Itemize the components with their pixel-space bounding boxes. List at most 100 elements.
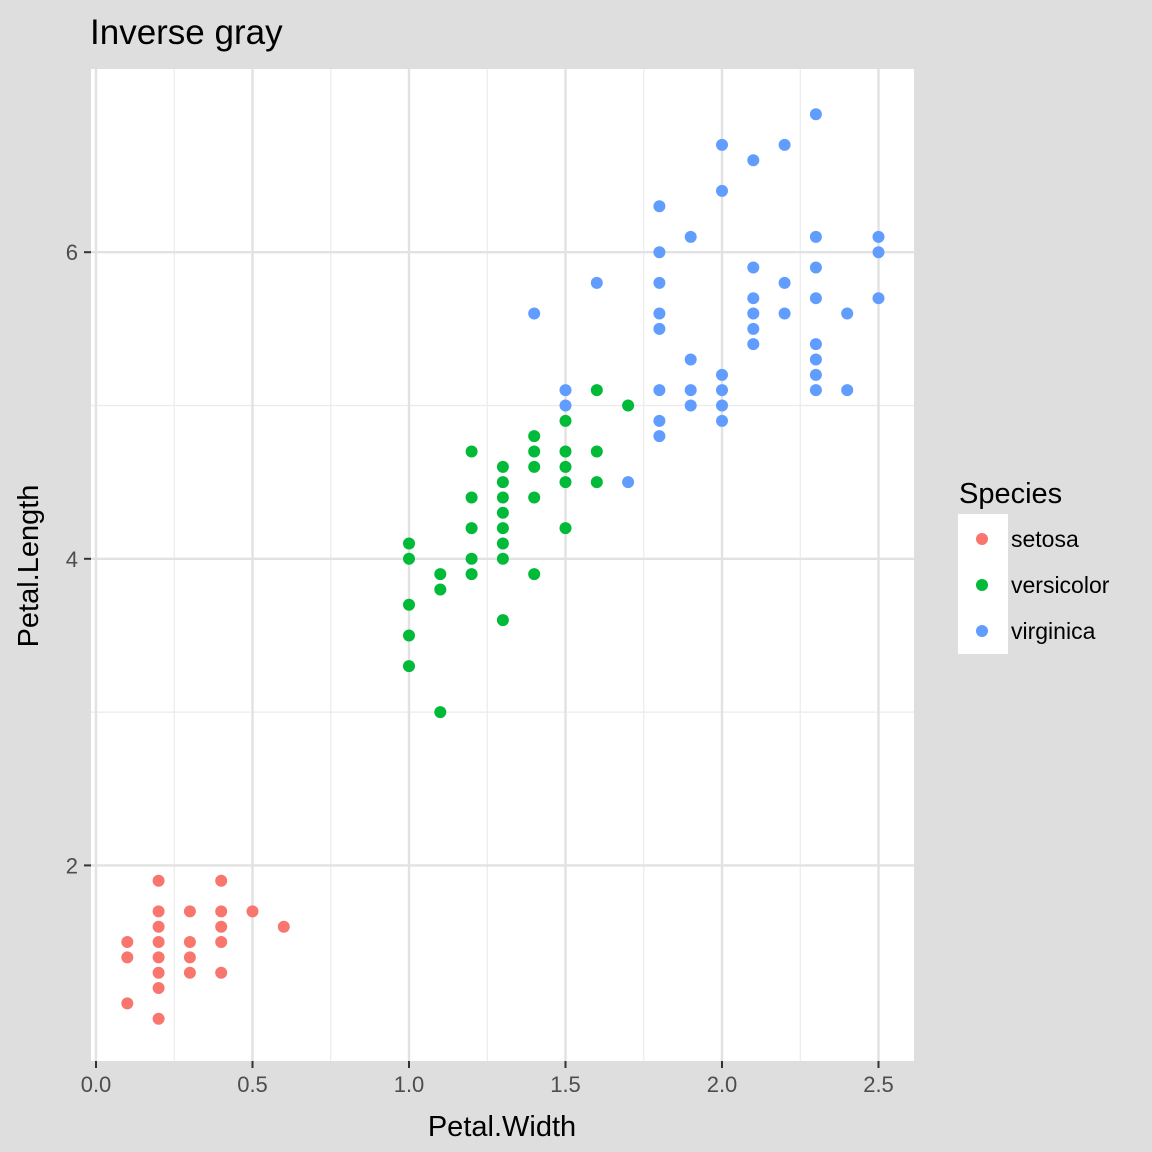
data-point <box>747 292 760 305</box>
data-point <box>528 445 541 458</box>
data-point <box>872 246 885 259</box>
data-point <box>152 966 165 979</box>
data-point <box>183 936 196 949</box>
data-point <box>653 307 666 320</box>
data-point <box>809 108 822 121</box>
data-point <box>809 384 822 397</box>
data-point <box>215 920 228 933</box>
data-point <box>559 384 572 397</box>
data-point <box>622 476 635 489</box>
data-point <box>653 414 666 427</box>
data-point <box>528 491 541 504</box>
data-point <box>653 322 666 335</box>
data-point <box>528 307 541 320</box>
plot-panel <box>91 69 914 1061</box>
data-point <box>121 951 134 964</box>
data-point <box>872 292 885 305</box>
data-point <box>183 966 196 979</box>
data-point <box>809 338 822 351</box>
data-point <box>841 307 854 320</box>
data-point <box>716 368 728 381</box>
legend-label: virginica <box>1011 618 1096 644</box>
data-point <box>747 307 760 320</box>
data-point <box>403 537 415 550</box>
legend-key-versicolor <box>976 579 988 591</box>
x-axis-title: Petal.Width <box>428 1111 576 1143</box>
y-axis-title: Petal.Length <box>13 485 45 648</box>
data-point <box>528 430 541 443</box>
data-point <box>747 154 760 167</box>
legend-key-setosa <box>976 533 988 545</box>
data-point <box>590 384 603 397</box>
data-point <box>590 476 603 489</box>
y-tick-label: 4 <box>66 547 78 572</box>
data-point <box>152 1012 165 1025</box>
data-point <box>403 660 415 673</box>
data-point <box>215 874 228 887</box>
x-tick-label: 2.0 <box>707 1072 738 1097</box>
data-point <box>403 598 415 611</box>
data-point <box>496 614 509 627</box>
data-point <box>590 276 603 289</box>
legend-key-virginica <box>976 625 988 637</box>
data-point <box>215 966 228 979</box>
data-point <box>716 184 728 197</box>
axis-ticks: 0.0 0.5 1.0 1.5 2.0 2.5 2 4 6 <box>66 240 894 1097</box>
data-point <box>496 491 509 504</box>
data-point <box>403 629 415 642</box>
x-tick-label: 0.5 <box>237 1072 268 1097</box>
data-point <box>747 261 760 274</box>
data-point <box>590 445 603 458</box>
data-point <box>496 476 509 489</box>
data-point <box>684 384 697 397</box>
data-point <box>246 905 259 918</box>
data-point <box>653 384 666 397</box>
series-virginica <box>528 108 885 489</box>
data-point <box>716 414 728 427</box>
legend-label: setosa <box>1011 526 1079 552</box>
data-point <box>559 414 572 427</box>
data-point <box>809 368 822 381</box>
data-point <box>528 568 541 581</box>
data-point <box>465 568 478 581</box>
data-point <box>747 338 760 351</box>
data-point <box>465 491 478 504</box>
data-point <box>559 399 572 412</box>
data-point <box>684 399 697 412</box>
x-tick-label: 1.0 <box>394 1072 425 1097</box>
data-point <box>152 936 165 949</box>
data-point <box>559 445 572 458</box>
data-point <box>716 399 728 412</box>
data-point <box>528 460 541 473</box>
data-point <box>121 997 134 1010</box>
data-point <box>559 522 572 535</box>
data-point <box>684 353 697 366</box>
data-point <box>778 307 791 320</box>
data-point <box>809 292 822 305</box>
data-point <box>496 552 509 565</box>
data-points <box>121 108 885 1025</box>
data-point <box>183 951 196 964</box>
data-point <box>465 552 478 565</box>
legend-title: Species <box>959 478 1062 510</box>
data-point <box>716 384 728 397</box>
data-point <box>277 920 290 933</box>
data-point <box>622 399 635 412</box>
x-tick-label: 0.0 <box>81 1072 112 1097</box>
data-point <box>434 583 447 596</box>
data-point <box>496 522 509 535</box>
data-point <box>496 460 509 473</box>
data-point <box>653 430 666 443</box>
data-point <box>403 552 415 565</box>
chart-title: Inverse gray <box>90 13 283 52</box>
data-point <box>559 460 572 473</box>
data-point <box>152 905 165 918</box>
data-point <box>809 261 822 274</box>
data-point <box>653 200 666 213</box>
data-point <box>152 982 165 995</box>
data-point <box>809 353 822 366</box>
y-tick-label: 2 <box>66 853 78 878</box>
data-point <box>183 905 196 918</box>
data-point <box>653 246 666 259</box>
